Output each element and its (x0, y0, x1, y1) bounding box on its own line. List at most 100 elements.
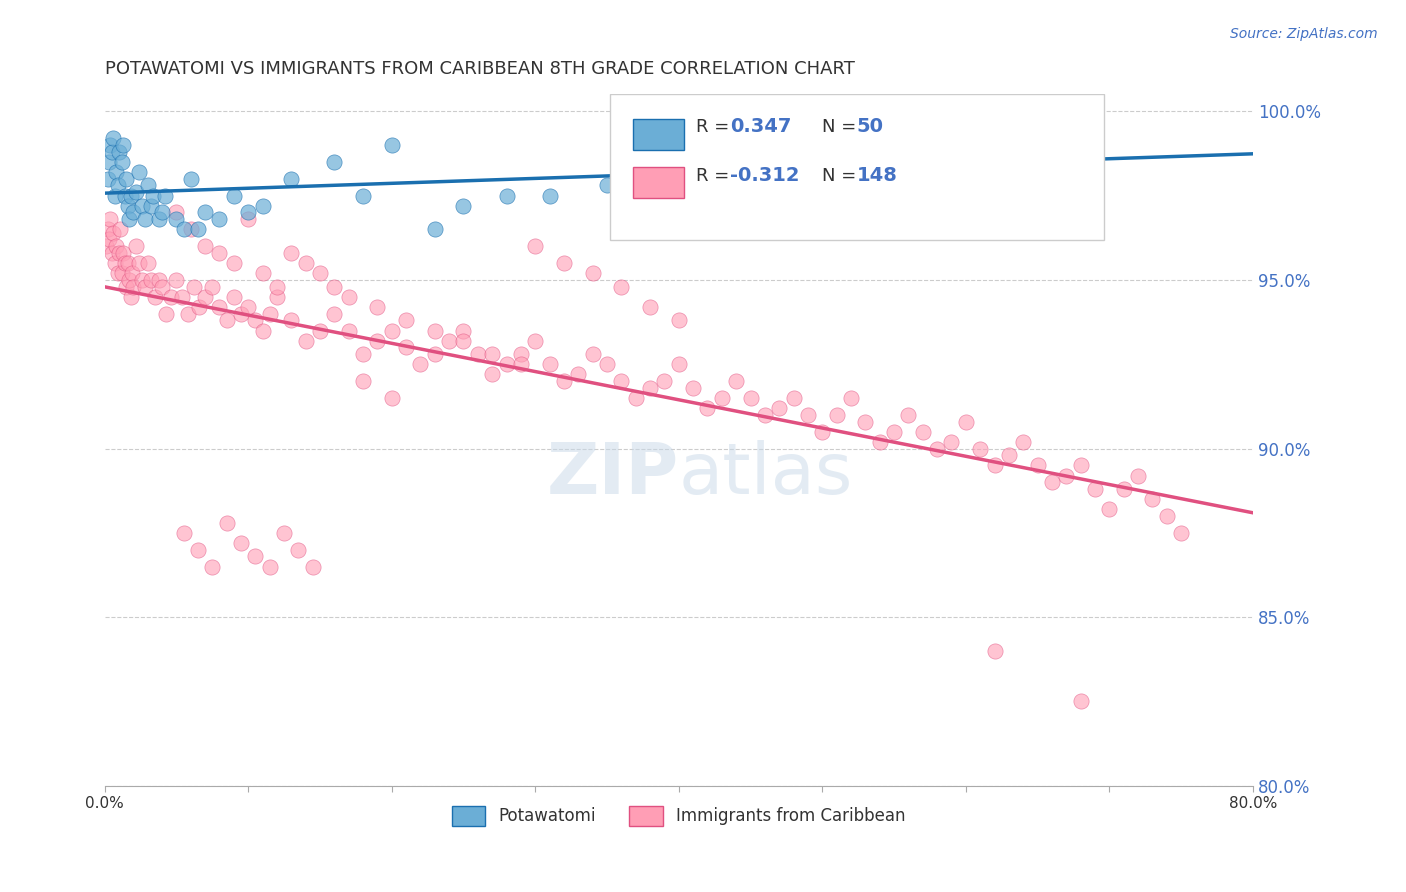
Point (524, 239, 547, 253)
Point (128, 165, 150, 179)
Point (453, 324, 475, 338)
Point (98, 232, 121, 246)
Point (98, 154, 121, 169)
Text: POTAWATOMI VS IMMIGRANTS FROM CARIBBEAN 8TH GRADE CORRELATION CHART: POTAWATOMI VS IMMIGRANTS FROM CARIBBEAN … (104, 60, 855, 78)
Point (139, 199, 162, 213)
Point (187, 222, 209, 236)
Point (96, 222, 118, 236)
Point (159, 290, 181, 304)
Point (309, 324, 332, 338)
Point (969, 442, 991, 456)
Point (294, 256, 316, 270)
Text: 0.347: 0.347 (731, 118, 792, 136)
Point (155, 307, 177, 321)
FancyBboxPatch shape (633, 119, 685, 150)
Point (110, 222, 132, 236)
Point (134, 279, 156, 293)
Point (131, 199, 153, 213)
Point (538, 188, 561, 202)
Point (839, 391, 862, 405)
Point (177, 307, 200, 321)
Point (897, 408, 920, 422)
Point (188, 300, 211, 314)
Point (567, 368, 589, 382)
Point (208, 212, 231, 227)
Point (1112, 482, 1135, 496)
Point (553, 256, 575, 270)
Point (118, 212, 141, 227)
Point (266, 279, 288, 293)
Point (238, 205, 260, 219)
Point (381, 391, 404, 405)
Point (610, 279, 633, 293)
Text: R =: R = (696, 119, 735, 136)
Point (941, 434, 963, 449)
Text: N =: N = (823, 119, 862, 136)
Point (100, 138, 122, 153)
Point (582, 266, 605, 280)
Point (1040, 475, 1063, 490)
Point (1156, 508, 1178, 523)
Point (208, 300, 231, 314)
Point (983, 644, 1005, 658)
Point (797, 408, 820, 422)
Point (103, 131, 125, 145)
Text: -0.312: -0.312 (731, 166, 800, 185)
Text: 50: 50 (856, 118, 884, 136)
Point (238, 300, 260, 314)
Point (1142, 492, 1164, 507)
Point (122, 279, 145, 293)
Point (105, 165, 128, 179)
Point (1126, 468, 1149, 483)
Point (423, 324, 446, 338)
Point (252, 266, 274, 280)
Point (811, 425, 834, 439)
Point (352, 188, 374, 202)
Point (423, 347, 446, 361)
Point (495, 188, 517, 202)
Point (280, 171, 302, 186)
Point (610, 374, 633, 388)
Point (280, 313, 302, 327)
Point (136, 256, 159, 270)
Point (150, 279, 173, 293)
Point (194, 239, 217, 253)
Point (825, 408, 848, 422)
Point (194, 290, 217, 304)
Point (1054, 468, 1077, 483)
Point (222, 188, 245, 202)
Point (173, 525, 195, 540)
Point (553, 374, 575, 388)
Point (105, 239, 128, 253)
Point (481, 368, 503, 382)
Point (266, 290, 288, 304)
Point (983, 145, 1005, 159)
Point (409, 357, 432, 371)
Point (869, 434, 891, 449)
Point (148, 212, 170, 227)
Point (768, 401, 790, 415)
Point (112, 138, 135, 153)
Text: ZIP: ZIP (547, 440, 679, 509)
Point (120, 188, 142, 202)
Point (229, 307, 252, 321)
Point (1170, 525, 1192, 540)
Point (201, 279, 224, 293)
Point (323, 307, 346, 321)
Point (180, 222, 202, 236)
Point (201, 559, 224, 574)
Point (782, 391, 804, 405)
Point (165, 273, 187, 287)
Point (238, 212, 260, 227)
Point (725, 374, 748, 388)
Point (1070, 131, 1092, 145)
Point (115, 171, 138, 186)
Point (682, 381, 704, 395)
Point (143, 290, 166, 304)
Point (481, 347, 503, 361)
Point (381, 138, 404, 153)
Point (294, 334, 316, 348)
Point (1012, 434, 1035, 449)
Point (117, 256, 139, 270)
Point (883, 425, 905, 439)
